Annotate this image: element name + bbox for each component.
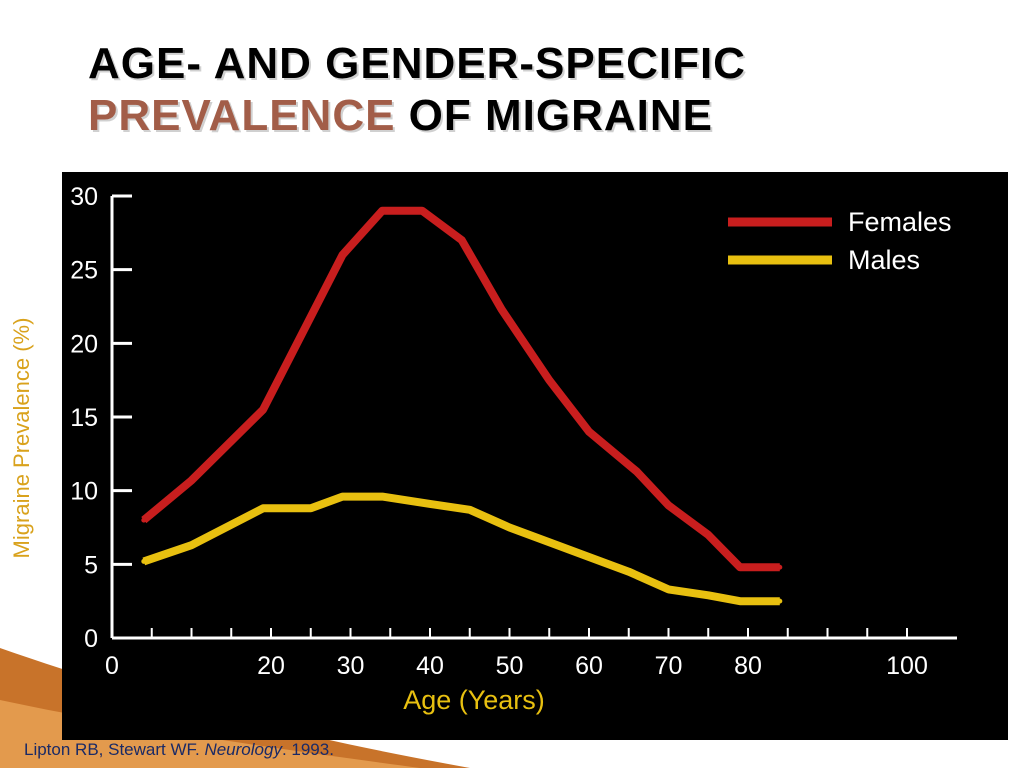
x-axis-label: Age (Years) — [403, 685, 545, 715]
y-tick-label-5: 5 — [84, 551, 98, 579]
title-line1: AGE- AND GENDER-SPECIFIC — [88, 39, 746, 88]
title-accent-word: PREVALENCE — [88, 91, 396, 140]
y-tick-label-0: 0 — [84, 625, 98, 653]
x-tick-label-30: 30 — [337, 652, 365, 680]
y-tick-label-10: 10 — [70, 478, 98, 506]
x-tick-label-70: 70 — [655, 652, 683, 680]
females-point — [634, 469, 640, 475]
legend-label-males: Males — [848, 245, 920, 275]
females-point — [141, 517, 147, 523]
females-point — [340, 252, 346, 258]
females-point — [777, 564, 783, 570]
males-point — [189, 542, 194, 548]
males-point — [546, 539, 552, 545]
females-point — [379, 208, 385, 214]
x-tick-label-80: 80 — [734, 652, 762, 680]
chart-panel: 0 5 10 15 20 25 30 0 20 30 40 50 60 70 80 100 Age (Years… — [62, 172, 1008, 740]
males-point — [507, 525, 512, 530]
y-tick-label-15: 15 — [70, 404, 98, 432]
prevalence-line-chart: 0 5 10 15 20 25 30 0 20 30 40 50 60 70 80 100 Age (Years… — [70, 183, 957, 715]
males-point — [427, 501, 433, 507]
males-point — [308, 505, 314, 511]
y-tick-label-20: 20 — [70, 330, 98, 358]
y-tick-label-25: 25 — [70, 257, 98, 285]
males-point — [737, 598, 743, 604]
citation-journal: Neurology — [204, 740, 282, 759]
females-point — [260, 407, 266, 413]
males-point — [260, 505, 266, 511]
females-point — [666, 502, 671, 508]
title-line2-rest: OF MIGRAINE — [395, 91, 714, 140]
females-point — [705, 532, 711, 538]
females-point — [459, 237, 465, 243]
males-point — [467, 507, 473, 513]
x-tick-label-50: 50 — [496, 652, 524, 680]
side-y-axis-label: Migraine Prevalence (%) — [9, 317, 34, 559]
males-point — [777, 598, 783, 604]
males-point — [666, 586, 671, 592]
females-point — [586, 429, 592, 435]
x-tick-label-40: 40 — [416, 652, 444, 680]
y-tick-label-30: 30 — [70, 183, 98, 211]
legend-label-females: Females — [848, 207, 952, 237]
slide-title: AGE- AND GENDER-SPECIFIC PREVALENCE OF M… — [88, 38, 746, 142]
x-tick-label-60: 60 — [575, 652, 603, 680]
males-point — [586, 554, 592, 560]
males-point — [626, 569, 632, 575]
females-point — [546, 377, 552, 383]
males-line — [142, 492, 780, 606]
males-point — [141, 558, 147, 564]
x-tick-label-100: 100 — [886, 652, 928, 680]
females-point — [189, 477, 194, 483]
females-point — [499, 306, 505, 312]
citation-authors: Lipton RB, Stewart WF. — [24, 740, 205, 759]
females-point — [737, 564, 743, 570]
x-tick-label-20: 20 — [257, 652, 285, 680]
males-point — [340, 494, 346, 500]
x-tick-label-0: 0 — [105, 652, 119, 680]
citation-year: . 1993. — [281, 740, 334, 759]
females-point — [419, 208, 425, 214]
males-point — [705, 592, 711, 598]
males-point — [379, 494, 385, 500]
citation: Lipton RB, Stewart WF. Neurology. 1993. — [24, 738, 334, 762]
